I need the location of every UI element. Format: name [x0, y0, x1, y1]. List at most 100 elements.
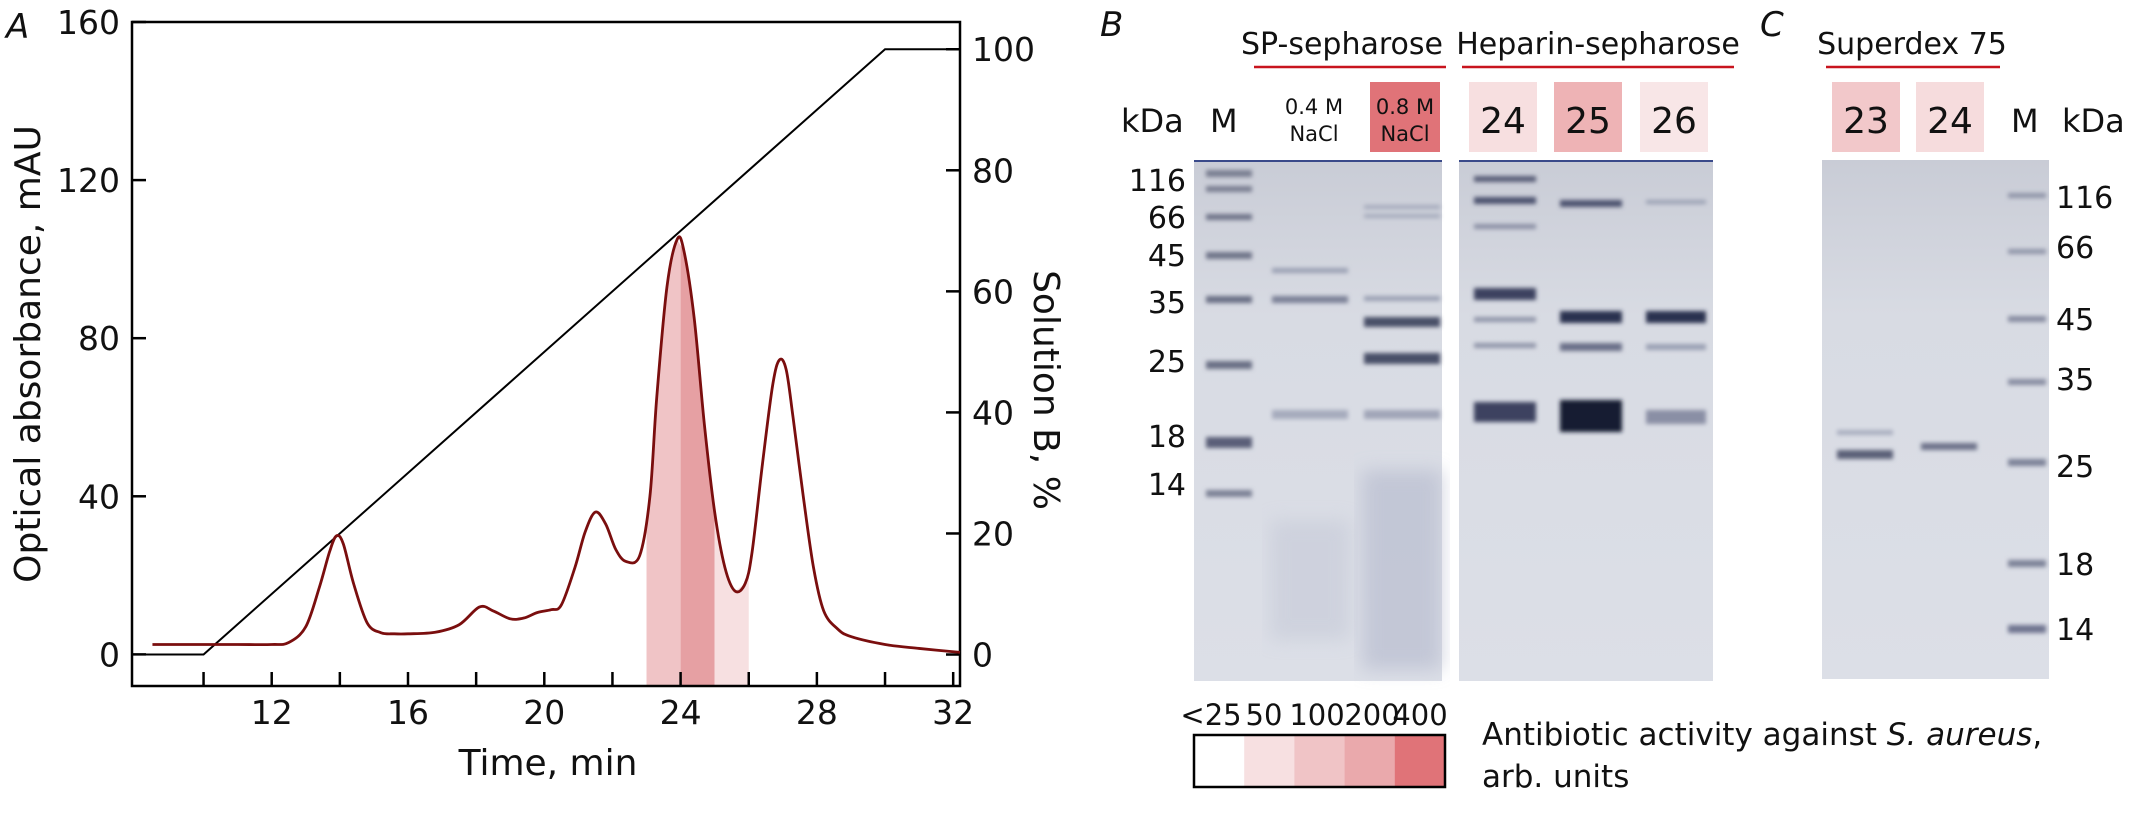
- y-right-tick-label: 60: [972, 272, 1014, 311]
- chart-series: [135, 48, 961, 656]
- svg-text:0.8 M: 0.8 M: [1376, 95, 1434, 119]
- heparin-lane-25: [1560, 200, 1622, 432]
- y-left-tick-label: 160: [57, 3, 120, 42]
- svg-text:66: 66: [2056, 231, 2094, 266]
- mw-labels-left: 116 66 45 35 25 18 14: [1129, 164, 1186, 503]
- marker-label-c: M: [2011, 102, 2039, 140]
- heparin-lane-26: [1646, 200, 1706, 424]
- svg-text:24: 24: [1480, 101, 1526, 142]
- sp-lane-2: [1362, 205, 1442, 670]
- superdex-lane-24: [1921, 443, 1977, 450]
- svg-text:45: 45: [1148, 239, 1186, 274]
- heparin-lane-header-24: 24: [1469, 82, 1537, 152]
- svg-text:25: 25: [1565, 101, 1611, 142]
- y-left-tick-label: 80: [78, 319, 120, 358]
- heparin-lane-24: [1474, 176, 1536, 422]
- y-left-tick-label: 120: [57, 161, 120, 200]
- marker-label-b: M: [1210, 102, 1238, 140]
- fraction-shade-2: [680, 245, 715, 687]
- x-tick-label: 20: [523, 693, 565, 732]
- panel-b-gels: B SP-sepharose Heparin-sepharose kDa M 0…: [1100, 5, 1740, 681]
- svg-text:24: 24: [1927, 101, 1973, 142]
- x-tick-label: 16: [387, 693, 429, 732]
- svg-text:25: 25: [2056, 450, 2094, 485]
- svg-text:116: 116: [1129, 164, 1186, 199]
- y-right-tick-label: 40: [972, 393, 1014, 432]
- legend-swatch-5: [1394, 735, 1446, 787]
- legend-colorbar: [1194, 735, 1446, 787]
- y-axis-right-title: Solution B, %: [1025, 270, 1066, 510]
- x-tick-label: 12: [251, 693, 293, 732]
- legend-swatch-1: [1194, 735, 1245, 787]
- svg-text:66: 66: [1148, 201, 1186, 236]
- legend-caption-line2: arb. units: [1482, 759, 1629, 795]
- panel-letter-a: A: [4, 7, 29, 47]
- superdex-lane-23: [1837, 430, 1893, 459]
- panel-letter-c: C: [1760, 5, 1784, 45]
- panel-letter-b: B: [1100, 5, 1123, 45]
- sp-lane-header-2: 0.8 M NaCl: [1370, 82, 1440, 152]
- superdex-lane-header-24: 24: [1916, 82, 1984, 152]
- mw-labels-right: 116 66 45 35 25 18 14: [2056, 181, 2113, 648]
- superdex-title: Superdex 75: [1817, 27, 2007, 62]
- heparin-sepharose-title: Heparin-sepharose: [1456, 27, 1740, 62]
- svg-text:35: 35: [2056, 363, 2094, 398]
- y-left-tick-label: 0: [99, 635, 120, 674]
- fraction-shade-3: [714, 512, 749, 686]
- y-axis-right: 0 20 40 60 80 100: [946, 30, 1035, 675]
- y-axis-left: 0 40 80 120 160: [57, 3, 146, 674]
- heparin-lane-header-25: 25: [1554, 82, 1622, 152]
- x-tick-label: 24: [660, 693, 702, 732]
- y-left-tick-label: 40: [78, 477, 120, 516]
- legend-frame: [1192, 733, 1447, 789]
- activity-legend: <25 50 100 200 400 Antibiotic activity a…: [1180, 698, 2042, 795]
- sp-lane-1: [1270, 268, 1350, 640]
- gradient-line: [135, 48, 960, 656]
- fraction-shading: [646, 239, 749, 687]
- svg-text:18: 18: [1148, 420, 1186, 455]
- x-axis: 12 16 20 24 28 32: [202, 672, 974, 732]
- marker-lane-c: [2008, 193, 2046, 633]
- svg-text:14: 14: [2056, 613, 2094, 648]
- svg-text:NaCl: NaCl: [1380, 122, 1429, 146]
- absorbance-line: [152, 235, 961, 654]
- svg-text:26: 26: [1651, 101, 1697, 142]
- sp-lane-header-1: 0.4 M NaCl: [1279, 82, 1349, 152]
- legend-ticks: <25 50 100 200 400: [1180, 698, 1447, 732]
- svg-text:25: 25: [1148, 345, 1186, 380]
- superdex-lane-header-23: 23: [1832, 82, 1900, 152]
- legend-swatch-2: [1244, 735, 1295, 787]
- x-axis-title: Time, min: [458, 743, 638, 784]
- panel-c-gel: C Superdex 75 23 24 M kDa: [1760, 5, 2125, 679]
- legend-caption-line1: Antibiotic activity against S. aureus,: [1482, 717, 2042, 753]
- kda-label-right: kDa: [2062, 102, 2125, 140]
- svg-text:23: 23: [1843, 101, 1889, 142]
- y-right-tick-label: 100: [972, 30, 1035, 69]
- svg-text:14: 14: [1148, 468, 1186, 503]
- legend-tick-5: 400: [1392, 698, 1447, 732]
- svg-text:18: 18: [2056, 548, 2094, 583]
- fraction-shade-1: [646, 239, 681, 686]
- legend-tick-4: 200: [1344, 698, 1399, 732]
- legend-tick-2: 50: [1246, 698, 1283, 732]
- y-right-tick-label: 0: [972, 636, 993, 675]
- x-tick-label: 28: [796, 693, 838, 732]
- gel-3: [1822, 160, 2049, 679]
- svg-text:35: 35: [1148, 286, 1186, 321]
- plot-frame: [130, 20, 962, 688]
- legend-tick-1: <25: [1180, 698, 1241, 732]
- y-axis-left-title: Optical absorbance, mAU: [8, 125, 49, 583]
- y-right-tick-label: 20: [972, 514, 1014, 553]
- svg-text:NaCl: NaCl: [1289, 122, 1338, 146]
- svg-text:0.4 M: 0.4 M: [1285, 95, 1343, 119]
- legend-swatch-3: [1294, 735, 1346, 787]
- kda-label-left: kDa: [1121, 102, 1184, 140]
- heparin-lane-header-26: 26: [1640, 82, 1708, 152]
- marker-lane-b: [1206, 170, 1252, 497]
- svg-text:116: 116: [2056, 181, 2113, 216]
- svg-text:45: 45: [2056, 303, 2094, 338]
- legend-swatch-4: [1344, 735, 1396, 787]
- y-right-tick-label: 80: [972, 151, 1014, 190]
